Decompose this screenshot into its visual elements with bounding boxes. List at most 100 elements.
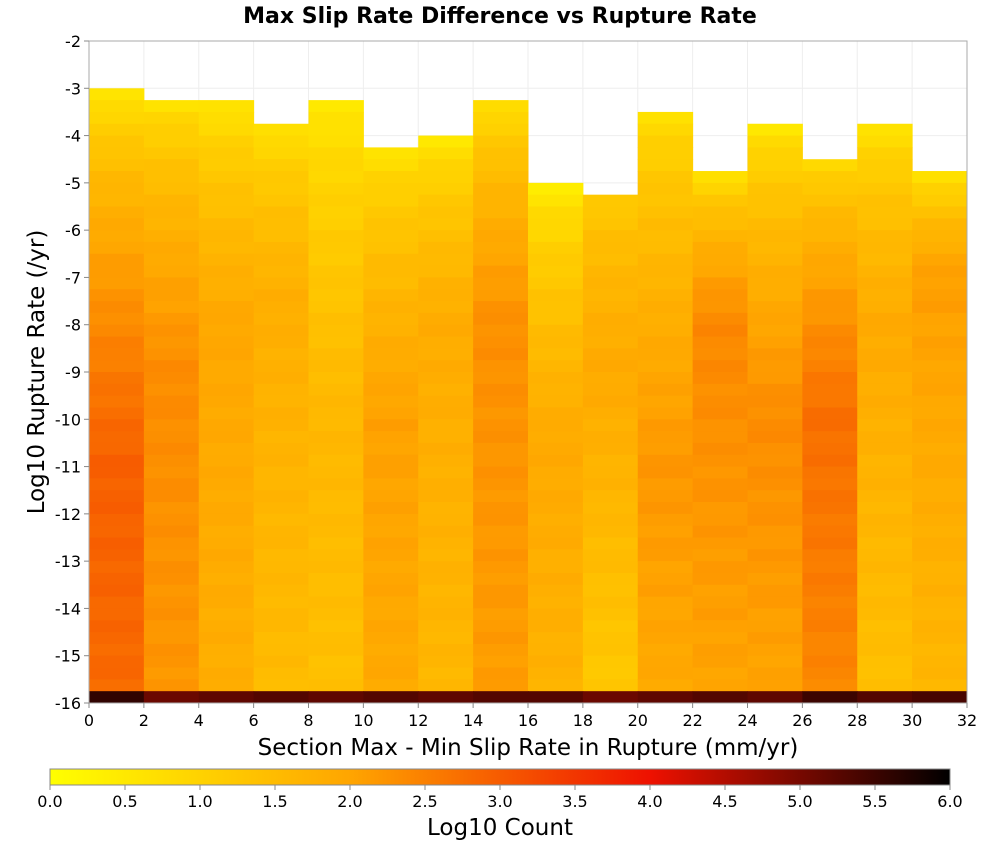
heatmap-cell [198, 679, 255, 692]
heatmap-cell [582, 608, 639, 621]
heatmap-cell [857, 442, 913, 456]
heatmap-cell [802, 218, 858, 231]
heatmap-cell [528, 537, 584, 550]
heatmap-cell [637, 230, 694, 243]
heatmap-cell [473, 679, 529, 692]
heatmap-cell [857, 324, 913, 338]
heatmap-cell [253, 336, 309, 349]
heatmap-cell [143, 265, 200, 278]
heatmap-cell [253, 324, 309, 338]
heatmap-cell [89, 147, 145, 160]
heatmap-cell [89, 561, 145, 574]
heatmap-cell [198, 348, 255, 361]
heatmap-cell [253, 478, 309, 491]
heatmap-cell [308, 632, 364, 645]
heatmap-cell [912, 632, 968, 645]
heatmap-cell [582, 632, 639, 645]
heatmap-cell [418, 572, 474, 586]
heatmap-cell [857, 241, 913, 255]
heatmap-cell [912, 490, 968, 503]
heatmap-cell [692, 490, 748, 503]
heatmap-cell [582, 348, 639, 361]
heatmap-cell [89, 182, 145, 196]
heatmap-cell [747, 549, 803, 562]
heatmap-cell [582, 324, 639, 338]
heatmap-cell [802, 277, 858, 290]
heatmap-cell [198, 608, 255, 621]
heatmap-cell [308, 667, 364, 680]
heatmap-cell [747, 289, 803, 302]
heatmap-cell [253, 372, 309, 385]
heatmap-cell [582, 490, 639, 503]
heatmap-cell [692, 253, 748, 267]
heatmap-cell [89, 348, 145, 361]
heatmap-cell [857, 383, 913, 397]
heatmap-cell [802, 596, 858, 609]
heatmap-cell [89, 372, 145, 385]
y-tick-label: -2 [65, 32, 81, 51]
heatmap-cell [747, 241, 803, 255]
heatmap-cell [528, 584, 584, 598]
heatmap-cell [418, 620, 474, 633]
heatmap-cell [143, 431, 200, 444]
heatmap-cell [418, 312, 474, 326]
heatmap-cell [89, 419, 145, 432]
heatmap-cell [253, 584, 309, 598]
x-tick-label: 16 [518, 711, 538, 730]
heatmap-cell [363, 596, 419, 609]
heatmap-cell [253, 490, 309, 503]
heatmap-cell [857, 123, 913, 137]
heatmap-cell [857, 395, 913, 408]
heatmap-cell [528, 513, 584, 527]
heatmap-cell [802, 289, 858, 302]
heatmap-cell [308, 643, 364, 657]
heatmap-cell [308, 241, 364, 255]
heatmap-cell [89, 218, 145, 231]
heatmap-cell [912, 584, 968, 598]
heatmap-cell [802, 691, 858, 703]
heatmap-cell [912, 312, 968, 326]
heatmap-cell [857, 490, 913, 503]
chart-title: Max Slip Rate Difference vs Rupture Rate [243, 4, 757, 29]
heatmap-cell [253, 289, 309, 302]
heatmap-cell [89, 608, 145, 621]
heatmap-cell [143, 679, 200, 692]
heatmap-cell [198, 395, 255, 408]
heatmap-cell [89, 537, 145, 550]
heatmap-cell [198, 643, 255, 657]
heatmap-cell [143, 407, 200, 420]
heatmap-cell [473, 561, 529, 574]
heatmap-cell [363, 490, 419, 503]
heatmap-cell [528, 490, 584, 503]
heatmap-cell [857, 253, 913, 267]
y-tick-label: -6 [65, 221, 81, 240]
heatmap-cell [582, 442, 639, 456]
heatmap-cell [418, 537, 474, 550]
heatmap-cell [692, 218, 748, 231]
heatmap-cell [418, 502, 474, 515]
heatmap-cell [308, 584, 364, 598]
y-tick-label: -9 [65, 363, 81, 382]
heatmap-cell [692, 525, 748, 538]
heatmap-cell [89, 478, 145, 491]
heatmap-cell [857, 360, 913, 373]
heatmap-cell [253, 123, 309, 137]
heatmap-cell [89, 289, 145, 302]
heatmap-cell [143, 525, 200, 538]
heatmap-cell [253, 525, 309, 538]
heatmap-cell [253, 135, 309, 148]
heatmap-cell [802, 549, 858, 562]
heatmap-cell [418, 253, 474, 267]
heatmap-cell [89, 230, 145, 243]
heatmap-cell [308, 135, 364, 148]
y-tick-label: -4 [65, 127, 81, 146]
heatmap-cell [253, 442, 309, 456]
heatmap-cell [857, 348, 913, 361]
heatmap-cell [143, 301, 200, 314]
heatmap-cell [308, 454, 364, 468]
heatmap-cell [418, 561, 474, 574]
heatmap-cell [473, 667, 529, 680]
colorbar-label: Log10 Count [427, 815, 573, 841]
heatmap-cell [802, 265, 858, 278]
heatmap-cell [802, 182, 858, 196]
